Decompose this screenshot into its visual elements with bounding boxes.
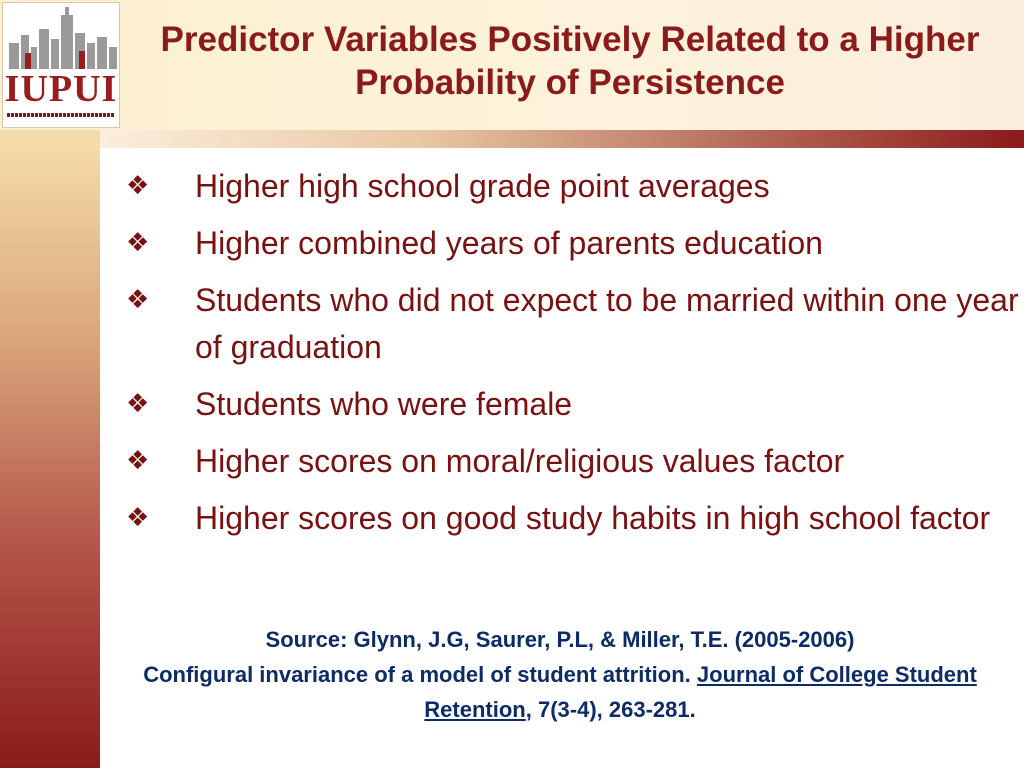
diamond-bullet-icon: ❖ — [126, 285, 150, 315]
header-band — [0, 0, 1024, 130]
logo-subline — [7, 113, 115, 117]
logo-wordmark: IUPUI — [4, 68, 118, 110]
diamond-bullet-icon: ❖ — [126, 446, 150, 476]
list-item: ❖ Higher high school grade point averages — [120, 163, 1020, 210]
source-line-2: Configural invariance of a model of stud… — [110, 657, 1010, 727]
diamond-bullet-icon: ❖ — [126, 389, 150, 419]
diamond-bullet-icon: ❖ — [126, 171, 150, 201]
source-suffix: , 7(3-4), 263-281. — [525, 697, 696, 722]
list-item: ❖ Higher combined years of parents educat… — [120, 220, 1020, 267]
journal-link[interactable]: Journal of College Student Retention — [424, 662, 977, 722]
source-citation: Source: Glynn, J.G, Saurer, P.L, & Mille… — [110, 622, 1010, 727]
source-line-1: Source: Glynn, J.G, Saurer, P.L, & Mille… — [265, 627, 855, 652]
iupui-logo: IUPUI — [2, 2, 120, 128]
list-item: ❖ Higher scores on moral/religious values… — [120, 438, 1020, 485]
list-item: ❖ Higher scores on good study habits in h… — [120, 495, 1020, 542]
page-title: Predictor Variables Positively Related t… — [160, 20, 980, 102]
list-item: ❖ Students who were female — [120, 381, 1020, 428]
list-item-text: Students who were female — [195, 386, 573, 422]
source-article: Configural invariance of a model of stud… — [143, 662, 691, 687]
list-item-text: Higher scores on moral/religious values … — [195, 443, 845, 479]
city-skyline-icon — [3, 3, 119, 69]
list-item-text: Higher scores on good study habits in hi… — [195, 500, 991, 536]
diamond-bullet-icon: ❖ — [126, 503, 150, 533]
list-item-text: Students who did not expect to be marrie… — [195, 282, 1019, 365]
list-item-text: Higher combined years of parents educati… — [195, 225, 823, 261]
bullet-list: ❖ Higher high school grade point averages… — [120, 163, 1020, 552]
header-divider — [100, 130, 1024, 148]
list-item-text: Higher high school grade point averages — [195, 168, 770, 204]
diamond-bullet-icon: ❖ — [126, 228, 150, 258]
list-item: ❖ Students who did not expect to be marri… — [120, 277, 1020, 371]
